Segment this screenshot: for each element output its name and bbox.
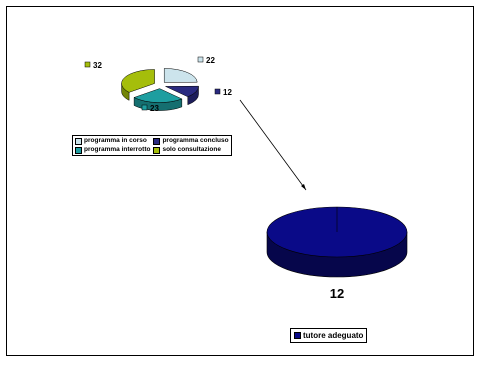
legend-label: programma concluso [162, 137, 229, 144]
connector-arrow-head [301, 184, 306, 190]
legend-swatch [153, 146, 161, 154]
legend-item: programma concluso [153, 137, 229, 145]
legend-swatch [75, 146, 82, 154]
charts-svg: 22 12 23 32 12 [84, 56, 408, 301]
legend-label: solo consultazione [162, 146, 221, 153]
legend-tutor: tutore adeguato [290, 328, 368, 343]
data-label-swatch [197, 56, 204, 63]
data-label: 22 [206, 56, 215, 65]
legend-item: solo consultazione [153, 146, 228, 154]
pie-slice [121, 69, 155, 101]
legend-outcomes: programma in corso programma concluso pr… [72, 135, 232, 156]
data-label: 12 [223, 88, 232, 97]
legend-swatch [294, 332, 301, 339]
legend-label: programma interrotto [84, 146, 151, 153]
pie-slice [163, 68, 198, 83]
connector-arrow-line [239, 99, 307, 191]
pie-chart-outcomes: 22 12 23 32 [84, 56, 232, 113]
pie-slice [165, 85, 199, 106]
data-label: 23 [150, 104, 159, 113]
pie-slice [266, 206, 408, 278]
slide-canvas: 22 12 23 32 12 programma in corso programma… [10, 10, 470, 352]
slide-frame: 22 12 23 32 12 programma in corso programma… [6, 6, 474, 356]
data-label-swatch [141, 104, 148, 111]
legend-label: programma in corso [84, 137, 147, 144]
legend-label: tutore adeguato [303, 331, 364, 340]
legend-swatch [75, 137, 82, 145]
legend-swatch [153, 137, 161, 145]
legend-item: programma in corso [75, 137, 150, 145]
pie-chart-tutor: 12 [266, 206, 408, 301]
legend-item: programma interrotto [75, 146, 150, 154]
data-label-swatch [84, 61, 91, 68]
data-label: 12 [330, 286, 344, 301]
data-label: 32 [93, 61, 102, 70]
data-label-swatch [214, 88, 221, 95]
